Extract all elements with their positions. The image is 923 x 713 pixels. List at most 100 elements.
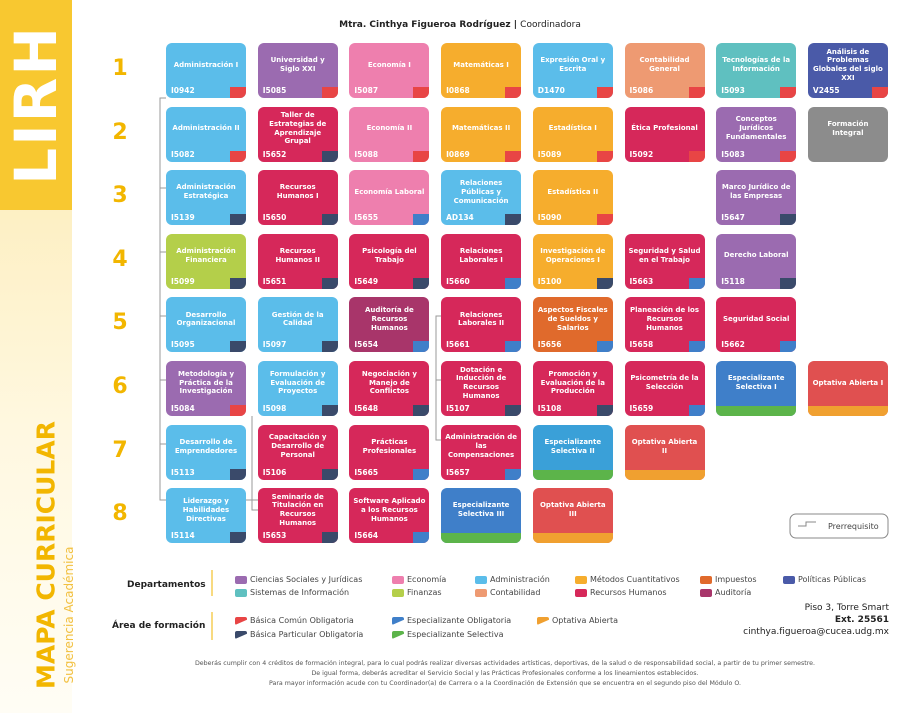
area-marker <box>321 468 338 480</box>
department-name: Recursos Humanos <box>590 588 667 597</box>
area-name: Especializante Obligatoria <box>407 616 512 625</box>
course-name: Tecnologías de la Información <box>722 56 791 73</box>
course-code: I5113 <box>171 467 195 477</box>
email: cinthya.figueroa@cucea.udg.mx <box>743 627 889 637</box>
course-code: I0869 <box>446 149 470 159</box>
course-card: Software Aplicado a los Recursos Humanos… <box>349 488 430 544</box>
course-code: I5139 <box>171 213 195 223</box>
course-card: Seguridad Social I5662 <box>716 297 797 353</box>
area-marker <box>230 87 246 98</box>
course-card: Administración de las Compensaciones I565… <box>441 424 522 480</box>
semester-number: 1 <box>112 56 128 81</box>
course-code: I5663 <box>629 276 654 286</box>
course-code: I5649 <box>354 276 379 286</box>
area-marker <box>413 341 430 353</box>
course-card: Expresión Oral y Escrita D1470 <box>532 43 613 98</box>
course-name: Seminario de Titulación en Recursos Huma… <box>271 492 324 527</box>
area-marker <box>321 341 338 353</box>
area-marker <box>230 341 246 353</box>
course-card: Análisis de Problemas Globales del siglo… <box>807 43 888 98</box>
area-marker <box>688 150 705 162</box>
course-code: I5106 <box>262 467 287 477</box>
prerequisite-legend-box <box>789 513 889 539</box>
area-marker <box>321 405 338 416</box>
course-card: Desarrollo Organizacional I5095 <box>166 297 246 353</box>
course-name: Psicología del Trabajo <box>362 247 417 264</box>
course-code: I0942 <box>171 86 195 95</box>
course-name: Dotación e Inducción de Recursos Humanos <box>455 365 507 400</box>
course-code: I5095 <box>171 340 195 350</box>
course-code: I5107 <box>446 404 470 413</box>
area-swatch <box>392 617 404 625</box>
course-card: Relaciones Laborales II I5661 <box>441 297 522 353</box>
area-marker <box>596 341 613 353</box>
coordinator: Mtra. Cinthya Figueroa Rodríguez <box>339 20 511 30</box>
area-marker <box>596 277 613 289</box>
area-marker <box>871 87 888 98</box>
course-name: Matemáticas I <box>453 60 509 69</box>
course-name: Relaciones Laborales II <box>458 310 505 328</box>
semester-number: 2 <box>112 119 128 145</box>
course-card: Optativa Abierta II <box>624 424 705 480</box>
semester-number: 4 <box>112 246 128 272</box>
course-card: Economía Laboral I5655 <box>349 170 430 226</box>
course-card: Liderazgo y Habilidades Directivas I5114 <box>166 488 246 544</box>
area-marker <box>441 533 522 544</box>
course-code: I5665 <box>354 467 379 477</box>
area-marker <box>505 87 522 98</box>
area-name: Optativa Abierta <box>552 616 618 625</box>
course-card: Taller de Estrategias de Aprendizaje Gru… <box>257 106 338 162</box>
course-card: Investigación de Operaciones I I5100 <box>532 233 613 289</box>
course-name: Relaciones Laborales I <box>459 247 503 264</box>
course-code: I5658 <box>629 340 654 350</box>
department-swatch <box>475 576 487 584</box>
footnote: Para mayor información acude con tu Coor… <box>268 680 742 687</box>
course-name: Recursos Humanos I <box>276 183 319 201</box>
course-card: Seguridad y Salud en el Trabajo I5663 <box>624 233 705 289</box>
course-code: I5118 <box>721 276 745 286</box>
area-marker <box>688 87 705 98</box>
course-card: Gestión de la Calidad I5097 <box>257 297 338 353</box>
course-name: Ética Profesional <box>631 124 698 133</box>
connector <box>160 187 166 445</box>
area-marker <box>321 214 338 226</box>
course-card: Tecnologías de la Información I5093 <box>716 43 797 98</box>
course-name: Prácticas Profesionales <box>362 437 417 455</box>
course-name: Recursos Humanos II <box>275 247 320 264</box>
course-code: I5647 <box>721 213 745 223</box>
course-card: Estadística II I5090 <box>532 170 613 226</box>
department-name: Sistemas de Información <box>250 588 350 597</box>
course-card: Dotación e Inducción de Recursos Humanos… <box>441 361 522 416</box>
course-name: Expresión Oral y Escrita <box>540 56 606 73</box>
course-code: I5655 <box>354 213 379 223</box>
course-card: Contabilidad General I5086 <box>624 43 705 98</box>
course-name: Optativa Abierta I <box>812 378 884 387</box>
area-marker <box>230 405 246 416</box>
course-name: Software Aplicado a los Recursos Humanos <box>353 497 426 523</box>
connector <box>251 416 258 511</box>
semester-number: 8 <box>112 501 128 527</box>
prerequisite-label: Prerrequisito <box>828 522 879 531</box>
course-code: I5097 <box>262 340 287 350</box>
area-marker <box>596 214 613 226</box>
area-marker <box>505 405 522 416</box>
area-marker <box>505 214 522 226</box>
course-name: Auditoría de Recursos Humanos <box>365 306 414 332</box>
area-marker <box>413 405 430 416</box>
course-name: Seguridad Social <box>723 315 790 324</box>
location: Piso 3, Torre Smart <box>804 603 889 613</box>
course-card: Especializante Selectiva III <box>441 488 522 544</box>
course-name: Metodología y Práctica de la Investigaci… <box>177 369 235 396</box>
course-name: Taller de Estrategias de Aprendizaje Gru… <box>269 111 327 146</box>
header: Mtra. Cinthya Figueroa Rodríguez | Coord… <box>339 20 581 30</box>
area-marker <box>780 87 797 98</box>
department-swatch <box>235 576 247 584</box>
area-marker <box>780 277 797 289</box>
area-marker <box>230 277 246 289</box>
extension: Ext. 25561 <box>834 615 889 625</box>
area-marker <box>230 150 246 162</box>
area-marker <box>596 87 613 98</box>
area-marker <box>413 87 430 98</box>
course-code: I5662 <box>721 340 745 350</box>
